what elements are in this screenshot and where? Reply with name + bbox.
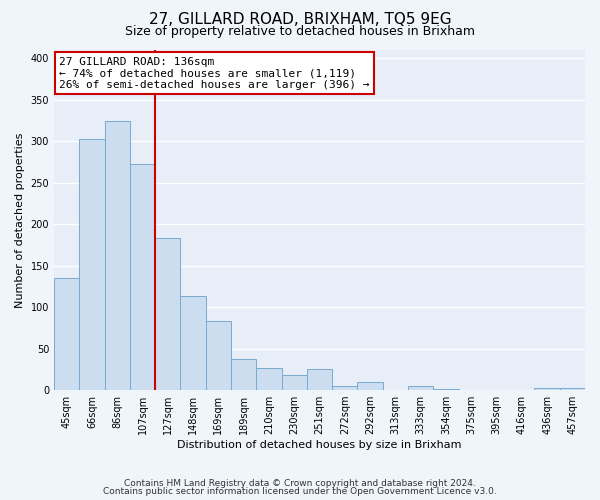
X-axis label: Distribution of detached houses by size in Brixham: Distribution of detached houses by size … — [177, 440, 462, 450]
Text: Size of property relative to detached houses in Brixham: Size of property relative to detached ho… — [125, 25, 475, 38]
Bar — [231, 360, 256, 390]
Bar — [79, 139, 104, 390]
Bar — [560, 388, 585, 390]
Y-axis label: Number of detached properties: Number of detached properties — [15, 132, 25, 308]
Bar — [155, 238, 181, 390]
Text: Contains public sector information licensed under the Open Government Licence v3: Contains public sector information licen… — [103, 487, 497, 496]
Bar — [535, 388, 560, 390]
Bar — [181, 296, 206, 390]
Text: Contains HM Land Registry data © Crown copyright and database right 2024.: Contains HM Land Registry data © Crown c… — [124, 478, 476, 488]
Bar — [307, 370, 332, 390]
Text: 27, GILLARD ROAD, BRIXHAM, TQ5 9EG: 27, GILLARD ROAD, BRIXHAM, TQ5 9EG — [149, 12, 451, 28]
Bar — [130, 164, 155, 390]
Bar — [256, 368, 281, 390]
Bar — [206, 321, 231, 390]
Bar — [358, 382, 383, 390]
Bar — [54, 278, 79, 390]
Bar — [104, 120, 130, 390]
Bar — [408, 386, 433, 390]
Text: 27 GILLARD ROAD: 136sqm
← 74% of detached houses are smaller (1,119)
26% of semi: 27 GILLARD ROAD: 136sqm ← 74% of detache… — [59, 57, 370, 90]
Bar — [281, 375, 307, 390]
Bar — [332, 386, 358, 390]
